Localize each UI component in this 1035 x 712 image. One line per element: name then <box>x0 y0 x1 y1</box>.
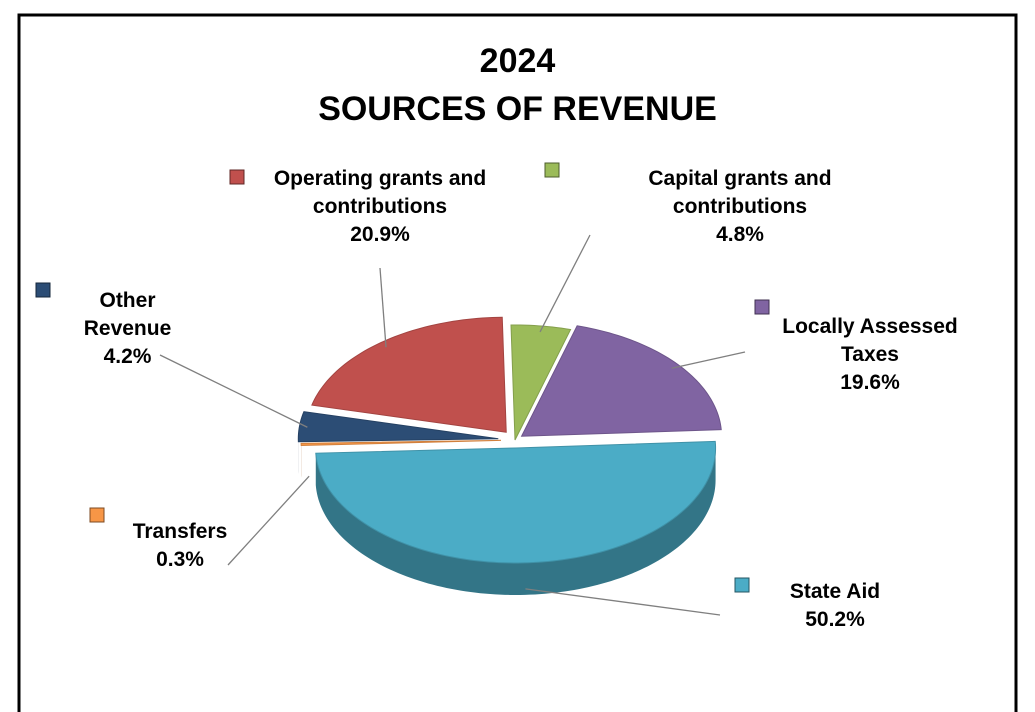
legend-marker <box>754 299 770 315</box>
slice-label: Locally Assessed Taxes 19.6% <box>780 313 960 397</box>
label-value: 20.9% <box>350 223 410 246</box>
slice <box>311 316 507 433</box>
label-name: Operating grants and contributions <box>273 167 487 218</box>
label-name: Capital grants and contributions <box>648 167 832 218</box>
label-value: 0.3% <box>156 548 204 571</box>
slice <box>300 439 502 447</box>
leader-line <box>525 588 721 616</box>
chart-title: 2024 <box>479 42 556 80</box>
label-value: 50.2% <box>805 608 865 631</box>
slice-label: Operating grants and contributions 20.9% <box>265 165 495 249</box>
slice-label: State Aid 50.2% <box>770 578 900 634</box>
leader-line <box>159 354 308 428</box>
slice <box>510 324 572 441</box>
slice <box>315 440 717 564</box>
label-name: Locally Assessed Taxes <box>782 315 958 366</box>
slice <box>297 411 499 443</box>
label-name: State Aid <box>789 580 881 603</box>
label-value: 4.2% <box>103 345 152 368</box>
slice-side <box>315 447 716 595</box>
label-name: Transfers <box>132 520 228 543</box>
leader-line <box>379 267 387 348</box>
legend-marker <box>35 282 51 298</box>
chart-subtitle: SOURCES OF REVENUE <box>318 90 717 128</box>
label-value: 4.8% <box>716 223 764 246</box>
legend-marker <box>734 577 750 593</box>
slice-label: Transfers 0.3% <box>115 518 245 574</box>
legend-marker <box>544 162 560 178</box>
slice-label: Capital grants and contributions 4.8% <box>625 165 855 249</box>
label-value: 19.6% <box>840 371 900 394</box>
slice-label: Other Revenue 4.2% <box>70 287 185 371</box>
label-name: Other Revenue <box>83 289 172 340</box>
leader-line <box>671 351 746 369</box>
legend-marker <box>229 169 245 185</box>
leader-line <box>227 475 310 566</box>
slice <box>520 325 722 437</box>
leader-line <box>539 234 591 333</box>
legend-marker <box>89 507 105 523</box>
frame <box>17 13 1018 712</box>
